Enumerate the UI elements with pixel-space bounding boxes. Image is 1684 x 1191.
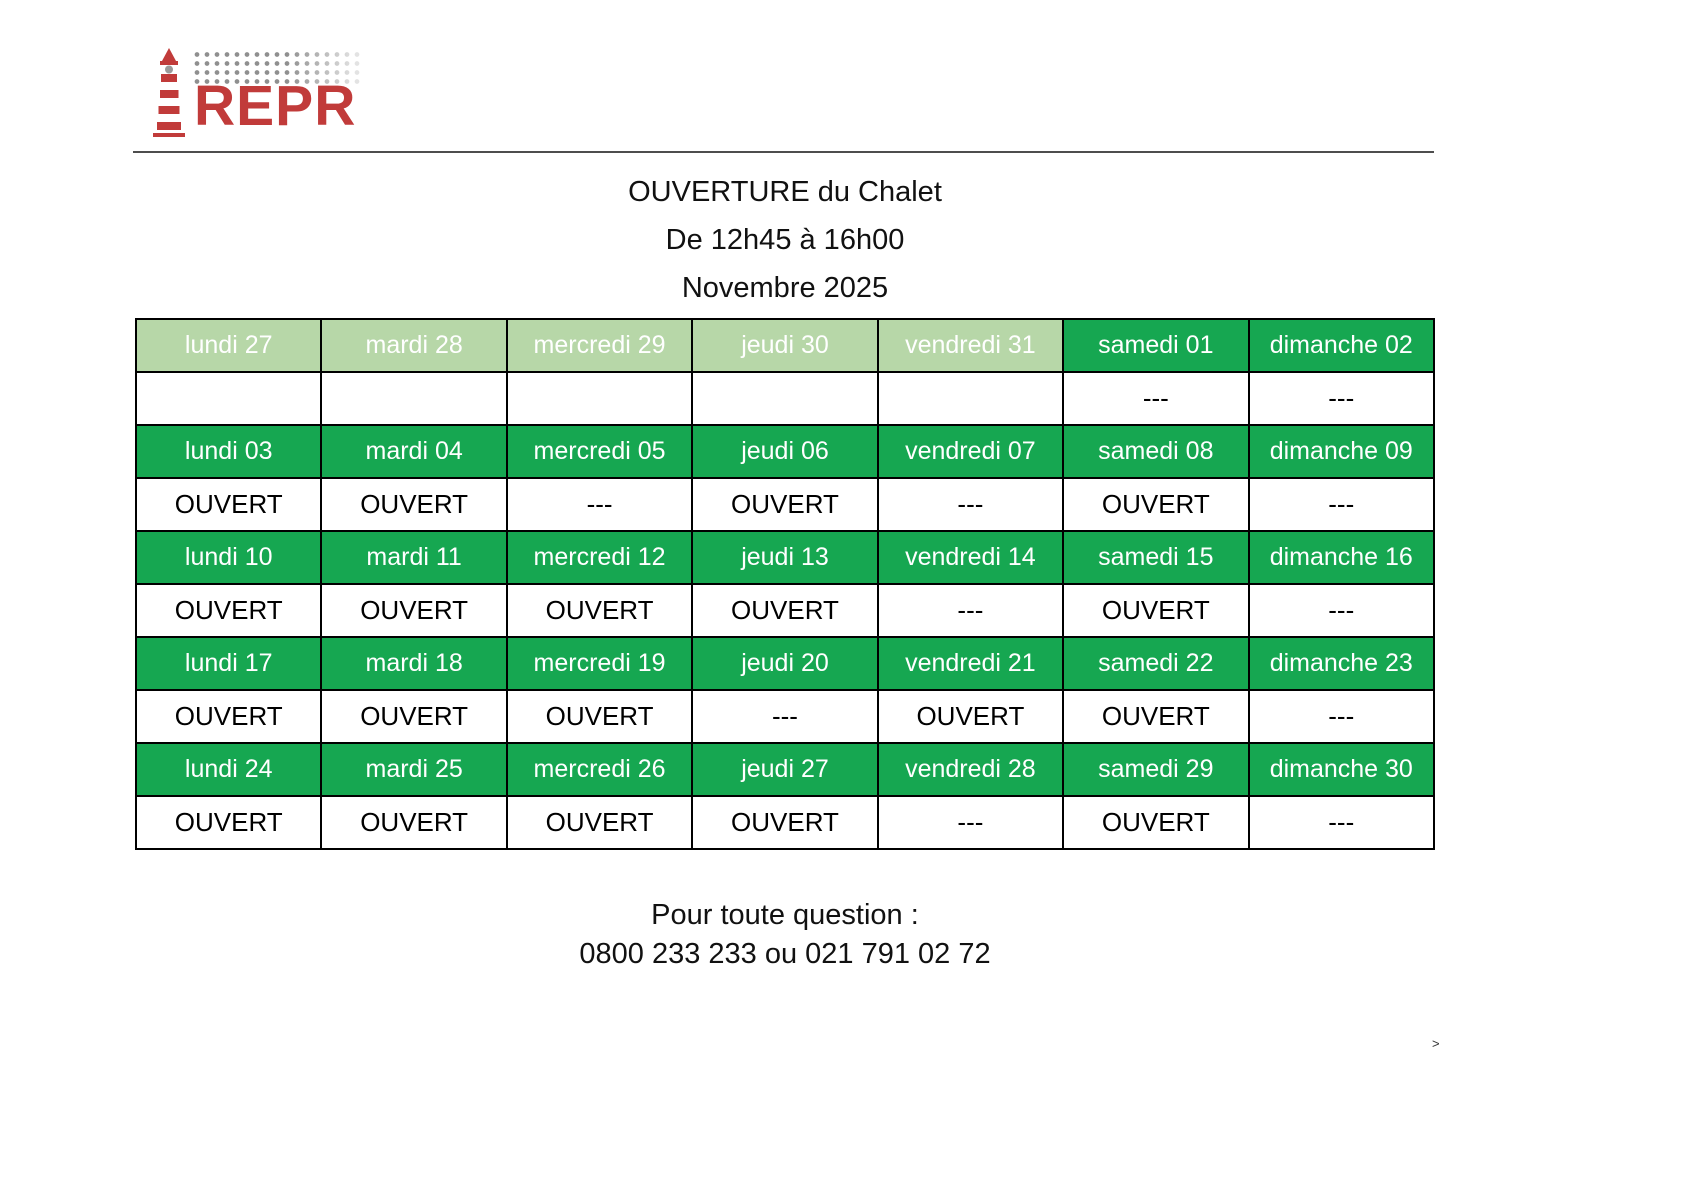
day-cell: dimanche 16 bbox=[1247, 530, 1436, 585]
status-cell: OUVERT bbox=[505, 795, 694, 850]
day-cell: lundi 10 bbox=[134, 530, 323, 585]
opening-hours: De 12h45 à 16h00 bbox=[665, 224, 905, 256]
status-cell: OUVERT bbox=[505, 689, 694, 744]
status-row: OUVERT OUVERT OUVERT OUVERT --- OUVERT --- bbox=[134, 583, 1436, 638]
day-cell: samedi 22 bbox=[1062, 636, 1250, 691]
status-cell: --- bbox=[876, 477, 1065, 532]
status-row: OUVERT OUVERT OUVERT --- OUVERT OUVERT --- bbox=[134, 689, 1436, 744]
status-cell: OUVERT bbox=[320, 583, 508, 638]
day-cell: samedi 15 bbox=[1062, 530, 1250, 585]
page-title: OUVERTURE du Chalet bbox=[628, 176, 942, 208]
day-cell: samedi 29 bbox=[1062, 742, 1250, 797]
footer-question: Pour toute question : bbox=[651, 899, 919, 931]
day-cell: jeudi 06 bbox=[691, 424, 879, 479]
day-header-row: lundi 27 mardi 28 mercredi 29 jeudi 30 vendr… bbox=[134, 318, 1436, 373]
day-cell: jeudi 27 bbox=[691, 742, 879, 797]
footer: Pour toute question : 0800 233 233 ou 02… bbox=[135, 896, 1435, 974]
light-beam-dots-icon bbox=[192, 50, 364, 87]
status-cell: --- bbox=[1247, 477, 1436, 532]
day-cell: vendredi 21 bbox=[876, 636, 1065, 691]
day-cell: vendredi 14 bbox=[876, 530, 1065, 585]
day-cell: jeudi 30 bbox=[691, 318, 879, 373]
status-cell: --- bbox=[1247, 689, 1436, 744]
opening-calendar: lundi 27 mardi 28 mercredi 29 jeudi 30 vendr… bbox=[134, 318, 1436, 850]
day-cell: mardi 25 bbox=[320, 742, 508, 797]
day-cell: vendredi 28 bbox=[876, 742, 1065, 797]
status-cell: OUVERT bbox=[320, 689, 508, 744]
status-cell: --- bbox=[1247, 371, 1436, 426]
status-cell: --- bbox=[876, 795, 1065, 850]
status-cell: OUVERT bbox=[505, 583, 694, 638]
status-cell: OUVERT bbox=[1062, 583, 1250, 638]
status-cell: OUVERT bbox=[1062, 689, 1250, 744]
status-cell: OUVERT bbox=[691, 583, 879, 638]
status-cell: OUVERT bbox=[320, 477, 508, 532]
status-cell: --- bbox=[1247, 583, 1436, 638]
day-cell: dimanche 02 bbox=[1247, 318, 1436, 373]
day-header-row: lundi 24 mardi 25 mercredi 26 jeudi 27 vendr… bbox=[134, 742, 1436, 797]
logo: REPR bbox=[138, 44, 498, 140]
day-header-row: lundi 17 mardi 18 mercredi 19 jeudi 20 vendr… bbox=[134, 636, 1436, 691]
day-cell: jeudi 20 bbox=[691, 636, 879, 691]
status-row: --- --- bbox=[134, 371, 1436, 426]
status-row: OUVERT OUVERT --- OUVERT --- OUVERT --- bbox=[134, 477, 1436, 532]
month-label: Novembre 2025 bbox=[681, 272, 889, 304]
logo-text: REPR bbox=[194, 74, 357, 138]
page-next-indicator[interactable]: > bbox=[1432, 1036, 1440, 1051]
day-header-row: lundi 10 mardi 11 mercredi 12 jeudi 13 vendr… bbox=[134, 530, 1436, 585]
status-cell: OUVERT bbox=[691, 795, 879, 850]
status-cell: OUVERT bbox=[134, 795, 323, 850]
status-cell: OUVERT bbox=[691, 477, 879, 532]
status-cell: --- bbox=[876, 583, 1065, 638]
day-cell: mercredi 19 bbox=[505, 636, 694, 691]
status-cell bbox=[134, 371, 323, 426]
day-cell: vendredi 07 bbox=[876, 424, 1065, 479]
day-cell: lundi 17 bbox=[134, 636, 323, 691]
day-cell: lundi 03 bbox=[134, 424, 323, 479]
day-cell: jeudi 13 bbox=[691, 530, 879, 585]
day-cell: lundi 24 bbox=[134, 742, 323, 797]
day-cell: dimanche 09 bbox=[1247, 424, 1436, 479]
status-cell bbox=[876, 371, 1065, 426]
day-cell: mercredi 05 bbox=[505, 424, 694, 479]
status-cell: OUVERT bbox=[1062, 477, 1250, 532]
day-cell: vendredi 31 bbox=[876, 318, 1065, 373]
status-cell: --- bbox=[691, 689, 879, 744]
status-cell: OUVERT bbox=[134, 477, 323, 532]
status-cell bbox=[505, 371, 694, 426]
status-cell: --- bbox=[505, 477, 694, 532]
day-cell: dimanche 30 bbox=[1247, 742, 1436, 797]
lighthouse-icon bbox=[153, 48, 185, 137]
status-cell: OUVERT bbox=[320, 795, 508, 850]
status-cell: OUVERT bbox=[1062, 795, 1250, 850]
title-block: OUVERTURE du Chalet De 12h45 à 16h00 Nov… bbox=[135, 168, 1435, 312]
status-cell: --- bbox=[1247, 795, 1436, 850]
day-cell: samedi 08 bbox=[1062, 424, 1250, 479]
status-cell bbox=[691, 371, 879, 426]
day-cell: mercredi 29 bbox=[505, 318, 694, 373]
footer-phone-numbers: 0800 233 233 ou 021 791 02 72 bbox=[579, 938, 991, 970]
header-divider bbox=[133, 151, 1434, 153]
status-cell: --- bbox=[1062, 371, 1250, 426]
status-row: OUVERT OUVERT OUVERT OUVERT --- OUVERT --- bbox=[134, 795, 1436, 850]
status-cell: OUVERT bbox=[876, 689, 1065, 744]
day-cell: samedi 01 bbox=[1062, 318, 1250, 373]
day-cell: mardi 28 bbox=[320, 318, 508, 373]
day-cell: mardi 18 bbox=[320, 636, 508, 691]
lamp-dot bbox=[165, 65, 173, 74]
status-cell bbox=[320, 371, 508, 426]
day-cell: lundi 27 bbox=[134, 318, 323, 373]
day-header-row: lundi 03 mardi 04 mercredi 05 jeudi 06 vendr… bbox=[134, 424, 1436, 479]
status-cell: OUVERT bbox=[134, 583, 323, 638]
day-cell: mardi 04 bbox=[320, 424, 508, 479]
day-cell: dimanche 23 bbox=[1247, 636, 1436, 691]
day-cell: mardi 11 bbox=[320, 530, 508, 585]
day-cell: mercredi 26 bbox=[505, 742, 694, 797]
status-cell: OUVERT bbox=[134, 689, 323, 744]
day-cell: mercredi 12 bbox=[505, 530, 694, 585]
